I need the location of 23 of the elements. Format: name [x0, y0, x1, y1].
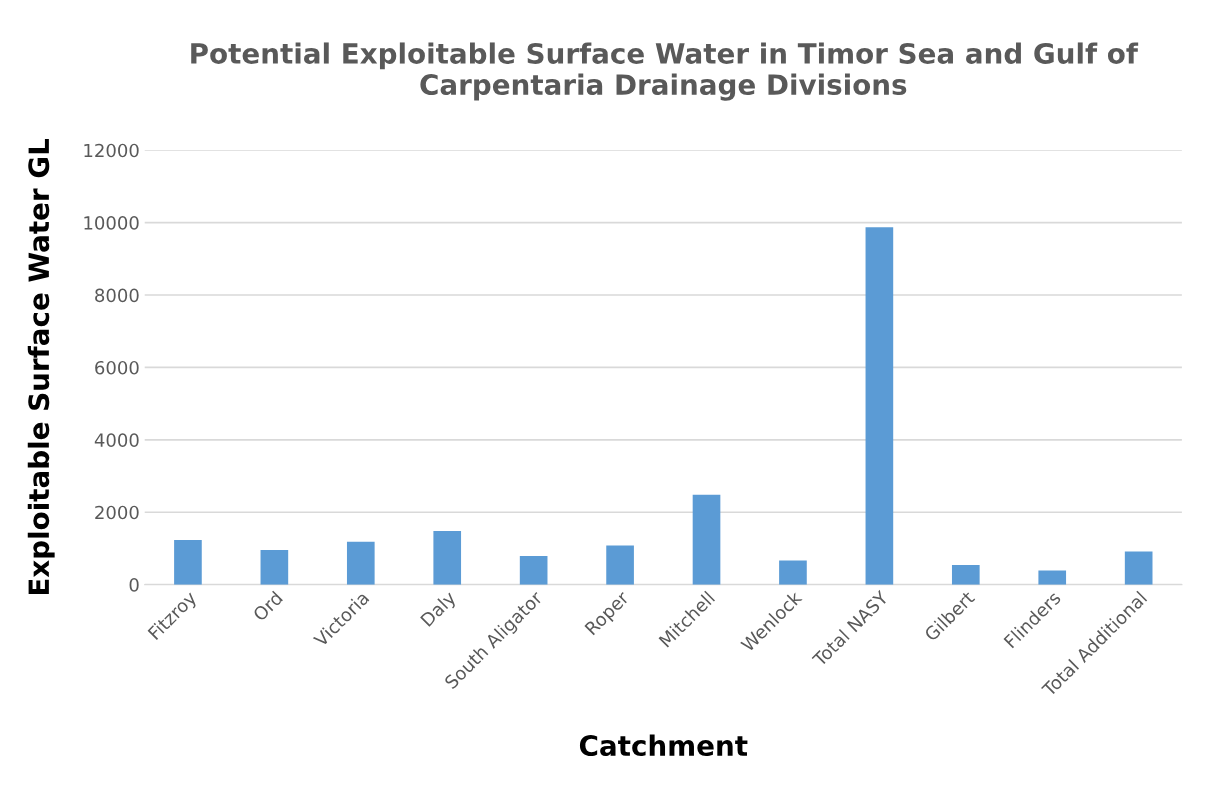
chart-title: Potential Exploitable Surface Water in Timor Sea and Gulf of Carpentaria Drainage Divisions: [191, 42, 1139, 101]
bar: [779, 560, 807, 585]
y-tick-label: 10000: [84, 216, 139, 230]
bar: [1124, 551, 1153, 585]
bar: [174, 540, 202, 585]
x-tick-label: Ord: [251, 590, 284, 622]
bar: [606, 545, 634, 585]
y-tick-label: 4000: [94, 433, 139, 447]
bar: [346, 541, 375, 585]
y-axis-title: Exploitable Surface Water GL: [27, 138, 55, 595]
y-tick-label: 8000: [95, 288, 139, 303]
y-tick-label: 0: [129, 578, 139, 592]
y-tick-label: 2000: [95, 505, 139, 520]
bar: [519, 556, 548, 585]
bar: [692, 494, 721, 585]
x-axis-title: Catchment: [579, 734, 748, 757]
y-tick-label: 6000: [95, 360, 139, 375]
bar: [865, 227, 894, 585]
y-tick-label: 12000: [84, 143, 139, 158]
bar: [433, 531, 462, 585]
bar: [951, 565, 980, 585]
bar: [260, 549, 289, 585]
bar: [1038, 570, 1067, 585]
